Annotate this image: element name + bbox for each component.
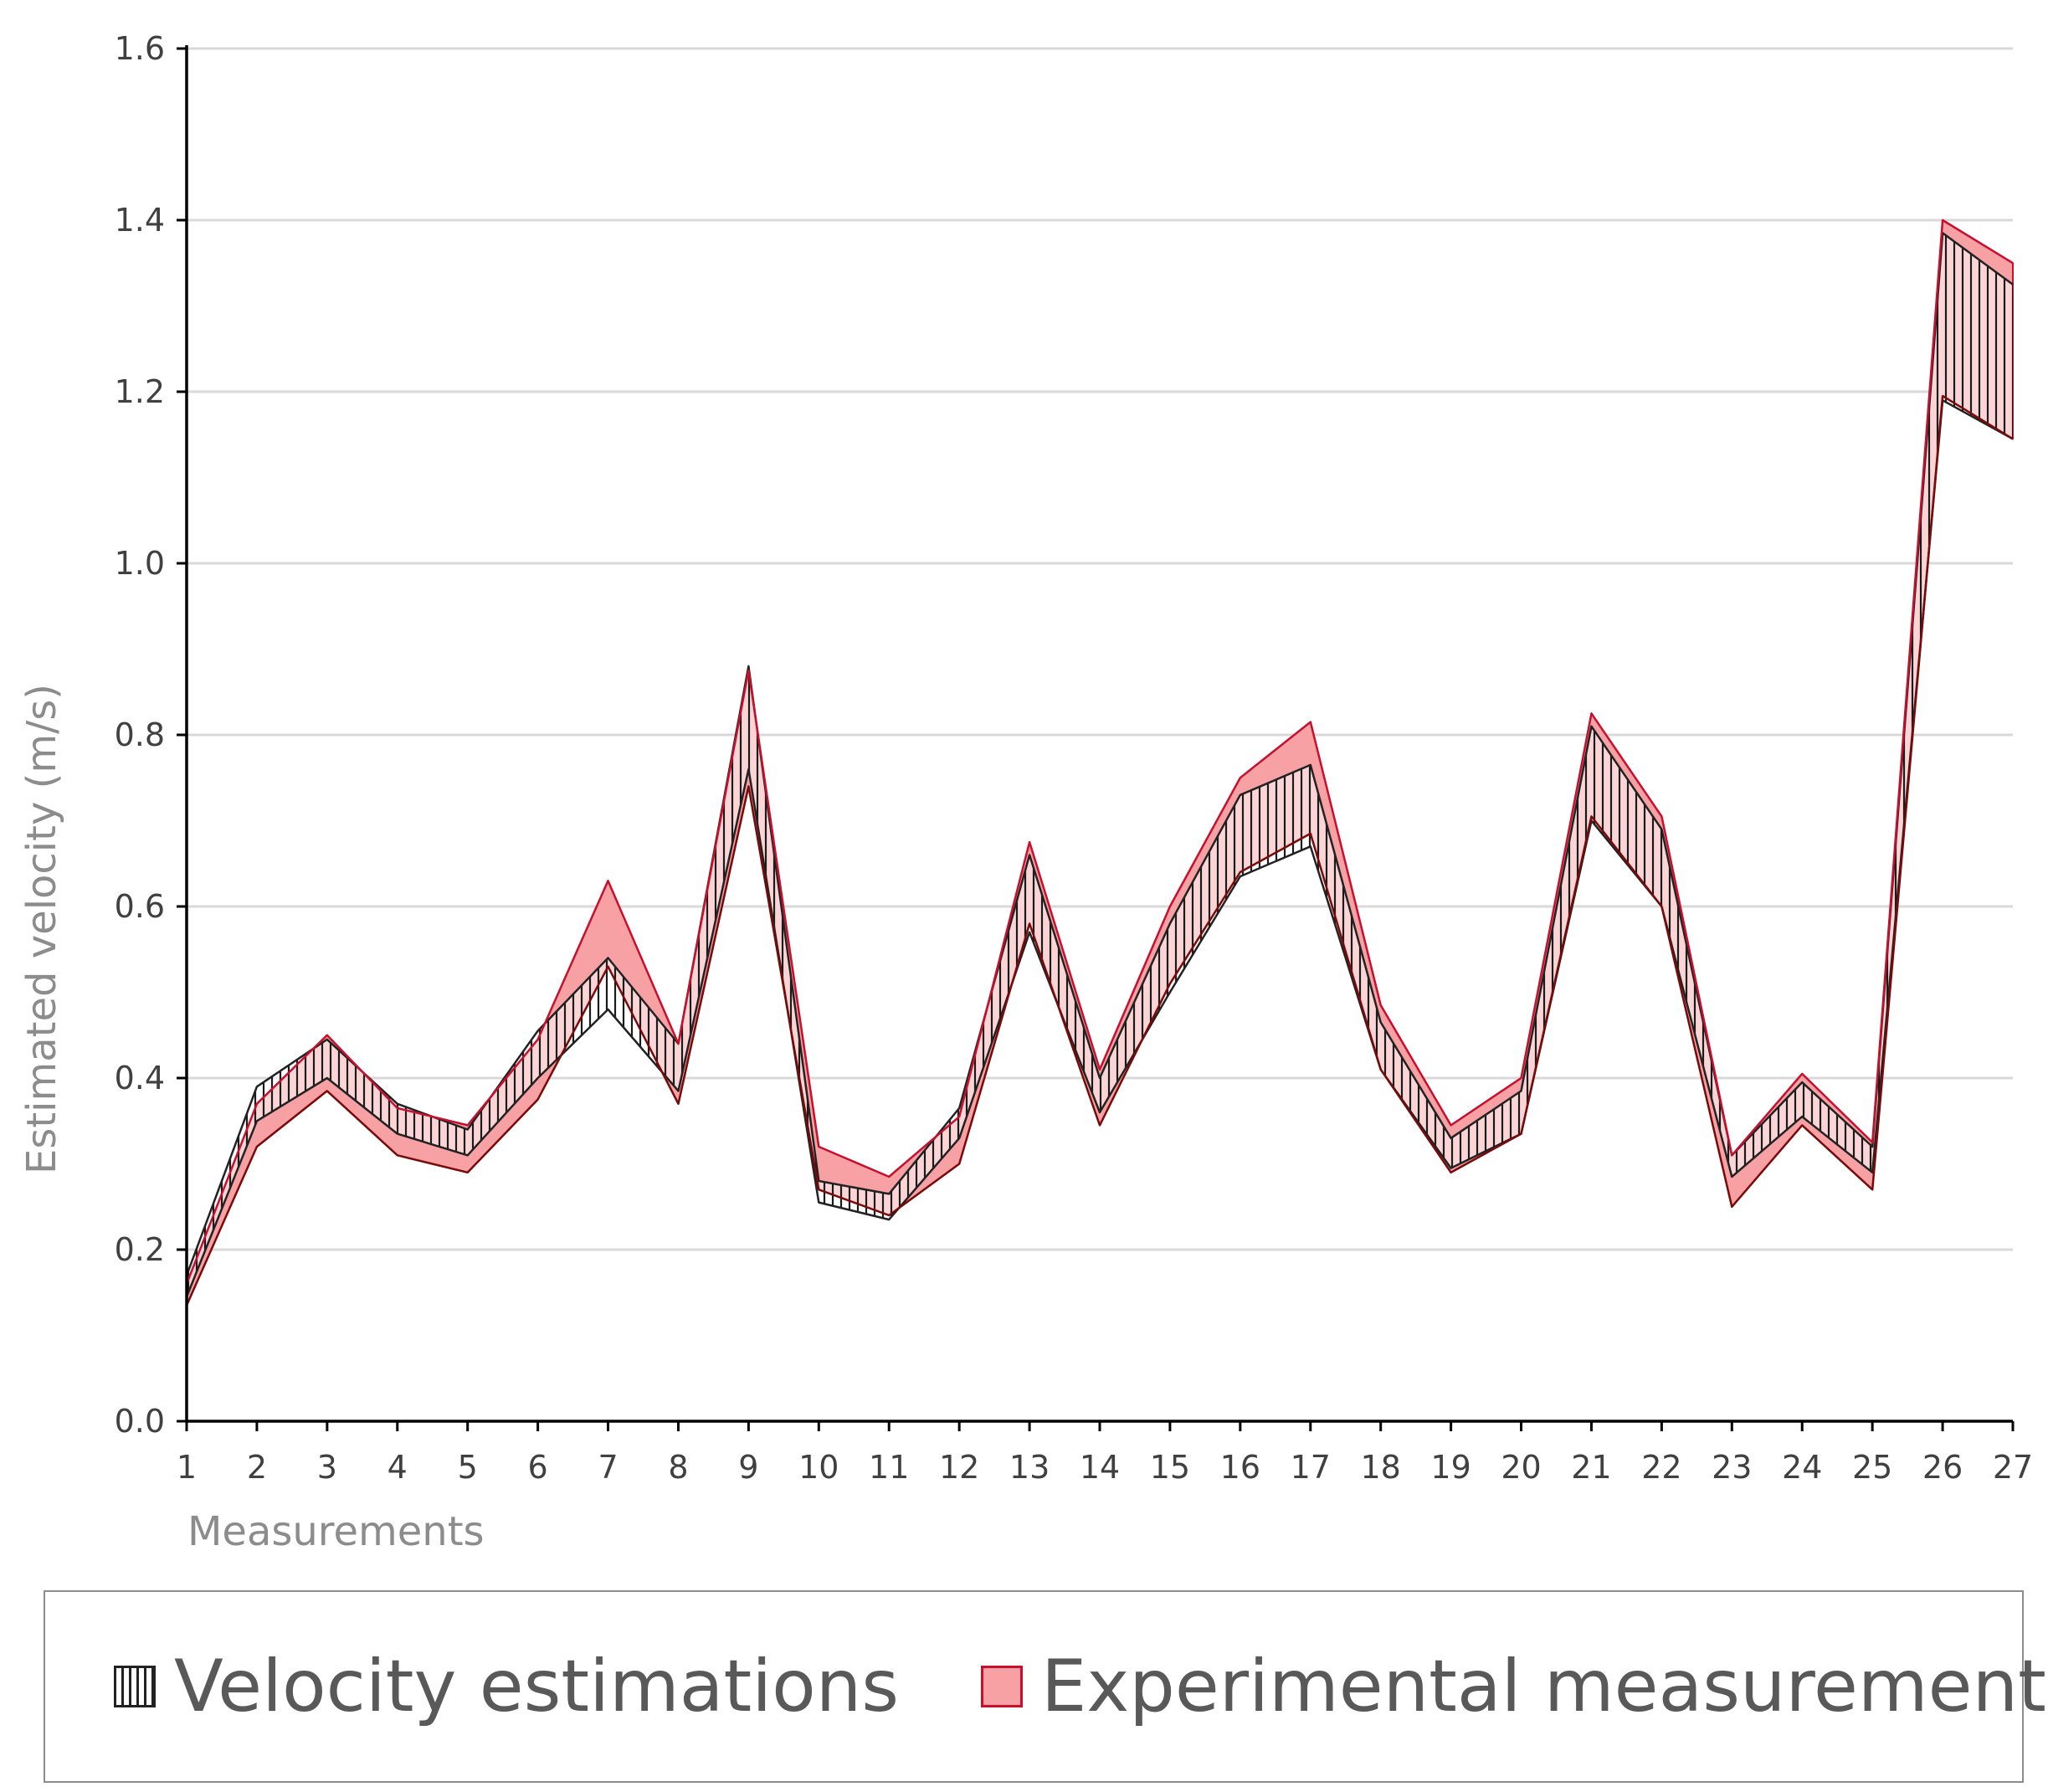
y-tick-label: 0.8: [115, 716, 165, 753]
y-tick-label: 1.2: [115, 373, 165, 410]
y-tick-label: 1.0: [115, 545, 165, 582]
red-swatch-icon: [981, 1666, 1023, 1707]
y-tick-label: 0.2: [115, 1231, 165, 1268]
experimental-lower-line: [185, 394, 2014, 1307]
series-bands: [185, 218, 2014, 1307]
hatch-swatch-icon: [114, 1666, 156, 1707]
x-tick-label: 10: [798, 1449, 839, 1486]
legend-entry-experimental: Experimental measurements: [981, 1592, 2048, 1781]
x-tick-label: 13: [1009, 1449, 1050, 1486]
y-tick-label: 0.6: [115, 888, 165, 925]
legend-entry-estimations: Velocity estimations: [114, 1592, 899, 1781]
x-tick-label: 27: [1993, 1449, 2033, 1486]
y-tick-label: 1.4: [115, 202, 165, 239]
x-tick-label: 25: [1852, 1449, 1892, 1486]
x-tick-label: 18: [1361, 1449, 1401, 1486]
x-axis-title: Measurements: [187, 1508, 485, 1555]
experimental-upper-line: [185, 218, 2014, 1285]
x-tick-label: 19: [1430, 1449, 1471, 1486]
x-axis-ticks: 1 2 3 4 5 6 7 8 9 10 11 12 13 14 15 16 17 18 19 20 21 22 23 24 2…: [177, 1421, 2033, 1486]
x-tick-label: 17: [1291, 1449, 1331, 1486]
axes: [185, 45, 2013, 1423]
x-tick-label: 6: [528, 1449, 548, 1486]
x-tick-label: 14: [1080, 1449, 1120, 1486]
x-tick-label: 4: [388, 1449, 408, 1486]
x-tick-label: 11: [869, 1449, 909, 1486]
legend-label-experimental: Experimental measurements: [1041, 1645, 2048, 1728]
x-tick-label: 23: [1712, 1449, 1752, 1486]
velocity-estimations-band: [187, 233, 2013, 1297]
x-tick-label: 9: [738, 1449, 758, 1486]
x-tick-label: 3: [317, 1449, 337, 1486]
x-tick-label: 2: [247, 1449, 267, 1486]
y-tick-label: 0.4: [115, 1060, 165, 1096]
legend-label-estimations: Velocity estimations: [174, 1645, 900, 1728]
x-tick-label: 1: [177, 1449, 197, 1486]
x-tick-label: 12: [939, 1449, 979, 1486]
x-tick-label: 5: [458, 1449, 478, 1486]
x-tick-label: 24: [1782, 1449, 1822, 1486]
legend: Velocity estimations Experimental measur…: [44, 1590, 2048, 1783]
y-axis-title: Estimated velocity (m/s): [18, 684, 65, 1174]
x-tick-label: 22: [1641, 1449, 1681, 1486]
estimations-lower-line: [185, 399, 2014, 1297]
gridlines: [187, 47, 2013, 1251]
x-tick-label: 26: [1922, 1449, 1963, 1486]
x-tick-label: 20: [1501, 1449, 1541, 1486]
y-tick-label: 0.0: [115, 1403, 165, 1440]
x-tick-label: 21: [1571, 1449, 1611, 1486]
x-tick-label: 15: [1150, 1449, 1190, 1486]
x-tick-label: 7: [598, 1449, 618, 1486]
x-tick-label: 16: [1220, 1449, 1260, 1486]
y-axis-ticks: 0.0 0.2 0.4 0.6 0.8 1.0 1.2 1.4 1.6: [115, 30, 187, 1440]
y-tick-label: 1.6: [115, 30, 165, 67]
x-tick-label: 8: [668, 1449, 688, 1486]
